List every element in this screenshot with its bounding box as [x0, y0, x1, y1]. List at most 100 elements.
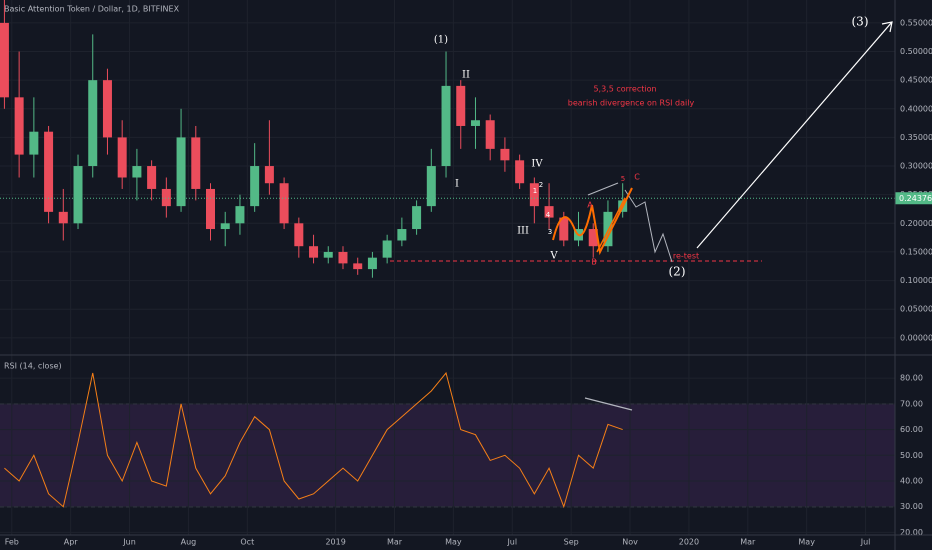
- candle-body: [264, 166, 274, 184]
- last-price-box: [895, 192, 932, 205]
- candle-body: [441, 85, 451, 167]
- candle-body: [132, 166, 142, 178]
- wave-line: [596, 197, 626, 253]
- chart-title: Basic Attention Token / Dollar, 1D, BITF…: [4, 5, 180, 14]
- candle-body: [470, 120, 480, 126]
- sub-wave-label: 3: [548, 228, 552, 236]
- projection-arrow: [696, 21, 893, 249]
- candle-body: [58, 211, 68, 224]
- wave-label: I: [455, 179, 459, 190]
- candle-body: [529, 183, 539, 207]
- wave-label: C: [634, 173, 640, 182]
- note: re-test: [673, 252, 699, 261]
- wave-label: V: [549, 251, 558, 262]
- candle-body: [559, 217, 569, 241]
- y-tick-label: 0.00000: [900, 333, 932, 342]
- sub-wave-label: 4: [546, 211, 551, 219]
- candle-body: [29, 131, 39, 155]
- y-tick-label: 0.55000: [900, 18, 932, 27]
- candle-body: [0, 22, 9, 98]
- x-tick-label: Jul: [860, 538, 871, 547]
- wave-label: (3): [852, 15, 869, 29]
- x-tick-label: May: [445, 538, 462, 547]
- candle-body: [44, 131, 54, 212]
- candle-body: [382, 240, 392, 258]
- y-tick-label: 50.00: [900, 451, 923, 460]
- candle-body: [279, 183, 289, 224]
- candle-body: [544, 206, 554, 218]
- y-tick-label: 70.00: [900, 399, 923, 408]
- y-tick-label: 60.00: [900, 425, 923, 434]
- x-tick-label: Jun: [122, 538, 136, 547]
- x-tick-label: May: [798, 538, 815, 547]
- candle-body: [176, 137, 186, 207]
- y-tick-label: 0.05000: [900, 305, 932, 314]
- note: 5,3,5 correction: [593, 85, 656, 94]
- candle-body: [353, 263, 363, 270]
- x-tick-label: Nov: [622, 538, 638, 547]
- x-tick-label: Oct: [240, 538, 254, 547]
- wave-label: II: [462, 70, 470, 81]
- y-tick-label: 0.35000: [900, 133, 932, 142]
- x-tick-label: Sep: [564, 538, 579, 547]
- candle-body: [88, 80, 98, 167]
- candle-body: [102, 80, 112, 138]
- wave-label: (2): [669, 265, 686, 279]
- candle-body: [206, 188, 216, 230]
- candle-body: [14, 97, 24, 155]
- rsi-title: RSI (14, close): [4, 362, 62, 371]
- candle-body: [338, 251, 348, 264]
- x-tick-label: 2019: [325, 538, 345, 547]
- y-tick-label: 0.15000: [900, 247, 932, 256]
- grid: [0, 0, 895, 535]
- candle-body: [191, 137, 201, 189]
- candle-body: [412, 206, 422, 230]
- wave-label: III: [517, 226, 529, 237]
- wave-label: (1): [434, 35, 448, 46]
- candle-body: [73, 166, 83, 224]
- candle-body: [294, 223, 304, 247]
- y-tick-label: 80.00: [900, 374, 923, 383]
- arrow-head: [881, 21, 893, 33]
- rsi-line: [4, 371, 623, 509]
- x-tick-label: Mar: [740, 538, 756, 547]
- candle-body: [397, 229, 407, 241]
- x-tick-label: Feb: [5, 538, 19, 547]
- candle-body: [485, 120, 495, 149]
- y-tick-label: 0.30000: [900, 162, 932, 171]
- y-tick-label: 30.00: [900, 502, 923, 511]
- rsi-divergence-arrow: [584, 397, 633, 411]
- divergence-arrow: [587, 182, 619, 196]
- candle-body: [220, 223, 230, 230]
- x-tick-label: Aug: [181, 538, 197, 547]
- last-price-label: 0.24376: [899, 194, 932, 203]
- y-tick-label: 0.10000: [900, 276, 932, 285]
- y-tick-label: 0.45000: [900, 76, 932, 85]
- candle-body: [250, 166, 260, 207]
- wave-label: A: [587, 201, 593, 210]
- wave-label: IV: [531, 159, 543, 170]
- candle-body: [161, 188, 171, 207]
- candle-body: [323, 251, 333, 258]
- candle-body: [500, 148, 510, 161]
- candle-body: [588, 229, 598, 247]
- y-tick-label: 20.00: [900, 528, 923, 537]
- candle-body: [309, 246, 319, 258]
- candle-body: [147, 166, 157, 189]
- candle-body: [117, 137, 127, 178]
- x-tick-label: Mar: [387, 538, 403, 547]
- candle-body: [235, 206, 245, 224]
- sub-wave-label: 1: [533, 187, 537, 195]
- y-tick-label: 0.20000: [900, 219, 932, 228]
- y-tick-label: 40.00: [900, 477, 923, 486]
- candle-body: [426, 166, 436, 207]
- sub-wave-label: 2: [539, 181, 543, 189]
- wave-curve: [552, 187, 633, 256]
- candle-body: [515, 160, 525, 184]
- candle-body: [367, 257, 377, 270]
- y-tick-label: 0.40000: [900, 104, 932, 113]
- sub-wave-label: 5: [621, 175, 625, 183]
